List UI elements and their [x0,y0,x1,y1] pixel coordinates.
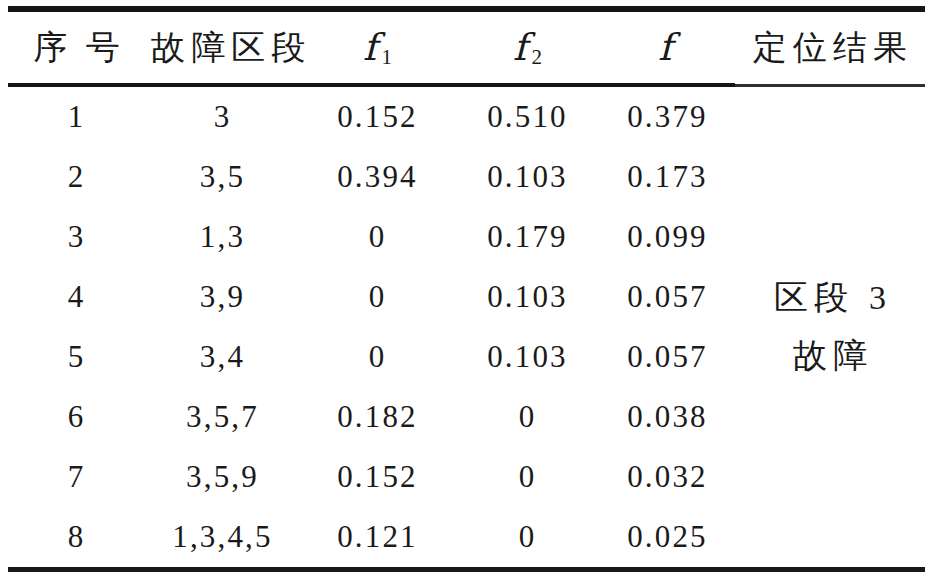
col-header-f2: f2 [455,9,600,85]
cell-f1: 0 [300,327,455,387]
header-row: 序号 故障区段 f1 f2 f 定位结果 [8,9,925,85]
cell-f1: 0.121 [300,507,455,570]
cell-fault-section: 3,5,7 [145,387,300,447]
cell-f: 0.173 [600,147,735,207]
cell-f: 0.032 [600,447,735,507]
cell-serial: 4 [8,267,145,327]
cell-f2: 0 [455,387,600,447]
cell-serial: 2 [8,147,145,207]
cell-serial: 1 [8,85,145,147]
cell-fault-section: 1,3 [145,207,300,267]
cell-f2: 0 [455,507,600,570]
col-header-fault-section: 故障区段 [145,9,300,85]
table-row: 1 3 0.152 0.510 0.379 区段 3 故障 [8,85,925,147]
cell-f1: 0.152 [300,85,455,147]
cell-f2: 0.103 [455,147,600,207]
f1-subscript: 1 [382,45,393,69]
cell-serial: 7 [8,447,145,507]
cell-f1: 0.394 [300,147,455,207]
cell-f1: 0 [300,207,455,267]
cell-f2: 0 [455,447,600,507]
col-header-f1: f1 [300,9,455,85]
cell-f2: 0.103 [455,327,600,387]
col-header-location-result: 定位结果 [735,9,925,85]
cell-f: 0.025 [600,507,735,570]
cell-f: 0.379 [600,85,735,147]
cell-location-result: 区段 3 故障 [735,85,925,570]
cell-f2: 0.103 [455,267,600,327]
cell-f2: 0.510 [455,85,600,147]
col-header-f: f [600,9,735,85]
cell-f1: 0 [300,267,455,327]
cell-fault-section: 3,4 [145,327,300,387]
f1-symbol: f [363,26,377,69]
cell-serial: 6 [8,387,145,447]
f2-subscript: 2 [532,45,543,69]
col-header-serial: 序号 [8,9,145,85]
cell-f1: 0.182 [300,387,455,447]
cell-fault-section: 3,9 [145,267,300,327]
cell-f1: 0.152 [300,447,455,507]
cell-f: 0.057 [600,267,735,327]
cell-f: 0.038 [600,387,735,447]
cell-f2: 0.179 [455,207,600,267]
cell-f: 0.057 [600,327,735,387]
cell-f: 0.099 [600,207,735,267]
cell-fault-section: 3,5,9 [145,447,300,507]
cell-fault-section: 3,5 [145,147,300,207]
scanned-paper-table-page: 序号 故障区段 f1 f2 f 定位结果 1 3 0.152 0.510 0.3… [0,0,936,576]
result-line-1: 区段 3 [735,269,925,327]
fault-location-result-table: 序号 故障区段 f1 f2 f 定位结果 1 3 0.152 0.510 0.3… [8,6,925,572]
f-symbol: f [658,26,672,69]
cell-serial: 5 [8,327,145,387]
cell-fault-section: 1,3,4,5 [145,507,300,570]
result-line-2: 故障 [735,327,925,385]
f2-symbol: f [513,26,527,69]
cell-serial: 8 [8,507,145,570]
cell-fault-section: 3 [145,85,300,147]
cell-serial: 3 [8,207,145,267]
